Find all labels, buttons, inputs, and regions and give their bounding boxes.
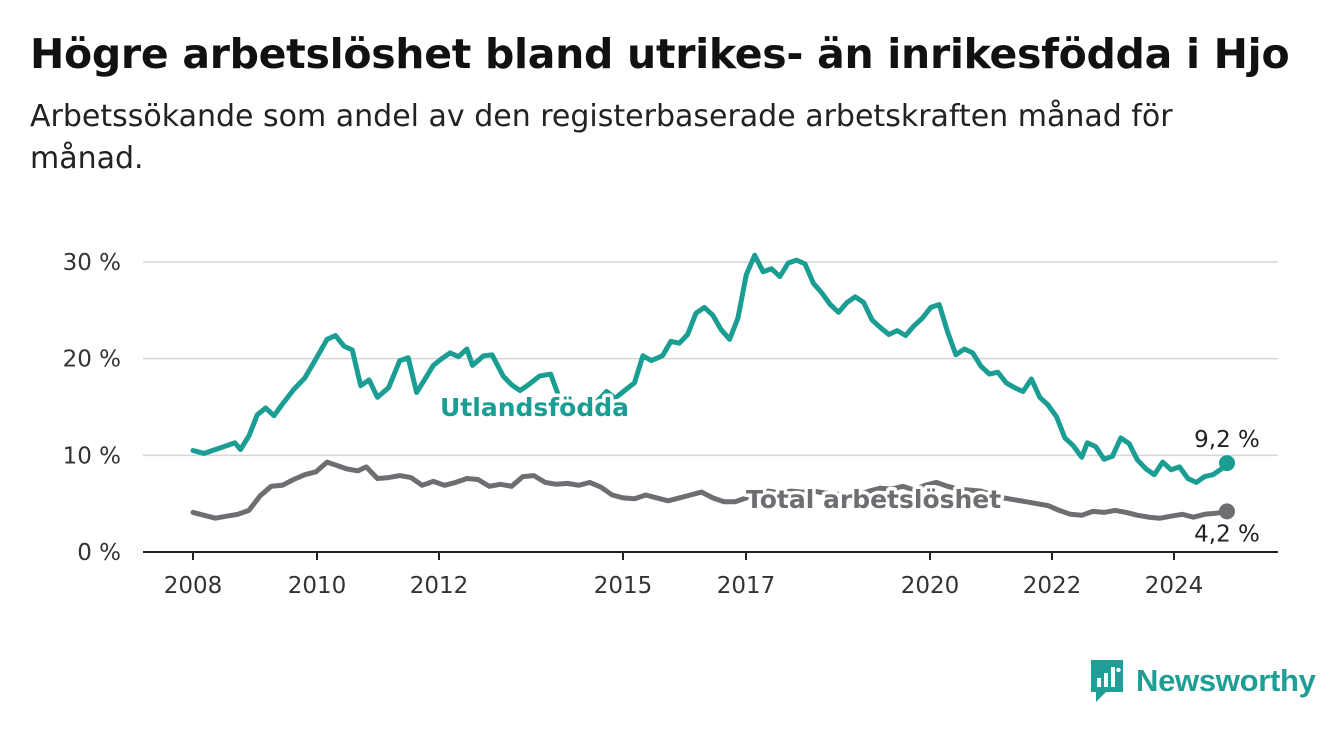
utlandsfodda-end-label: 9,2 % (1194, 427, 1260, 453)
x-tick-label: 2010 (288, 573, 347, 599)
x-tick-label: 2017 (717, 573, 776, 599)
series-lines (190, 252, 1235, 521)
x-axis-ticks: 2008 2010 2012 2015 2017 2020 2022 2024 (164, 552, 1204, 599)
brand-name: Newsworthy (1136, 663, 1316, 698)
newsworthy-logo-icon (1091, 660, 1123, 702)
chart-title: Högre arbetslöshet bland utrikes- än inr… (30, 30, 1290, 78)
total-series-label: Total arbetslöshet (746, 485, 1001, 514)
y-tick-label: 20 % (63, 347, 121, 373)
utlandsfodda-line (190, 252, 1230, 485)
utlandsfodda-end-point (1219, 455, 1235, 472)
utlandsfodda-series-label: Utlandsfödda (440, 393, 629, 422)
x-tick-label: 2020 (901, 573, 960, 599)
chart-subtitle: Arbetssökande som andel av den registerb… (30, 99, 1173, 176)
x-tick-label: 2012 (410, 573, 469, 599)
newsworthy-brand[interactable]: Newsworthy (1088, 658, 1316, 704)
series-labels: 9,2 % Utlandsfödda 4,2 % Total arbetslöshet (437, 390, 1260, 548)
x-tick-label: 2022 (1023, 573, 1082, 599)
total-end-label: 4,2 % (1194, 521, 1260, 547)
x-tick-label: 2024 (1145, 573, 1204, 599)
y-tick-label: 30 % (63, 250, 121, 276)
x-tick-label: 2015 (594, 573, 653, 599)
y-tick-label: 10 % (63, 443, 121, 469)
total-end-point (1219, 503, 1235, 520)
y-tick-label: 0 % (77, 540, 121, 566)
gridlines (143, 261, 1278, 457)
x-tick-label: 2008 (164, 573, 223, 599)
line-chart: 0 % 10 % 20 % 30 % 2008 2010 2012 2015 2017 2020… (63, 250, 1278, 599)
total-line (190, 459, 1230, 521)
y-axis-ticks: 0 % 10 % 20 % 30 % (63, 250, 121, 566)
